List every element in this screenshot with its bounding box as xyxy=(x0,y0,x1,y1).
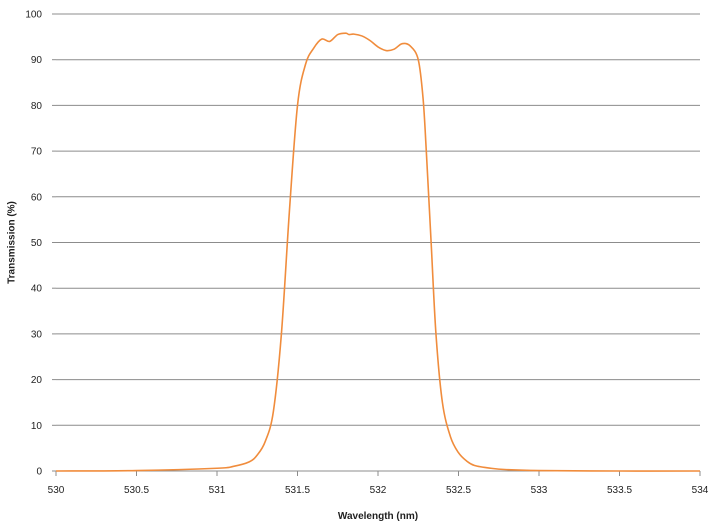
gridlines xyxy=(52,13,700,472)
y-axis-title: Transmission (%) xyxy=(7,201,18,284)
y-tick-label: 100 xyxy=(25,10,42,21)
y-tick-label: 50 xyxy=(31,238,43,249)
transmission-series-line xyxy=(55,32,701,472)
x-tick-label: 534 xyxy=(692,485,709,496)
x-tick-label: 530 xyxy=(48,485,65,496)
y-tick-labels: 0 10 20 30 40 50 60 70 80 90 100 xyxy=(25,10,42,478)
y-tick-label: 0 xyxy=(36,467,42,478)
x-tick-label: 532 xyxy=(370,485,387,496)
x-tick-label: 531.5 xyxy=(285,485,310,496)
series-layer xyxy=(55,32,701,472)
y-tick-label: 40 xyxy=(31,284,43,295)
y-tick-label: 70 xyxy=(31,147,43,158)
y-tick-label: 80 xyxy=(31,101,43,112)
x-tick-label: 532.5 xyxy=(446,485,471,496)
y-tick-label: 60 xyxy=(31,192,43,203)
y-tick-label: 90 xyxy=(31,55,43,66)
y-tick-label: 10 xyxy=(31,421,43,432)
x-tick-label: 530.5 xyxy=(124,485,149,496)
y-tick-label: 20 xyxy=(31,375,43,386)
x-tick-label: 533 xyxy=(531,485,548,496)
x-tick-labels: 530 530.5 531 531.5 532 532.5 533 533.5 534 xyxy=(48,471,709,496)
x-axis-title: Wavelength (nm) xyxy=(338,511,418,522)
y-tick-label: 30 xyxy=(31,329,43,340)
x-tick-label: 531 xyxy=(209,485,226,496)
x-tick-label: 533.5 xyxy=(607,485,632,496)
